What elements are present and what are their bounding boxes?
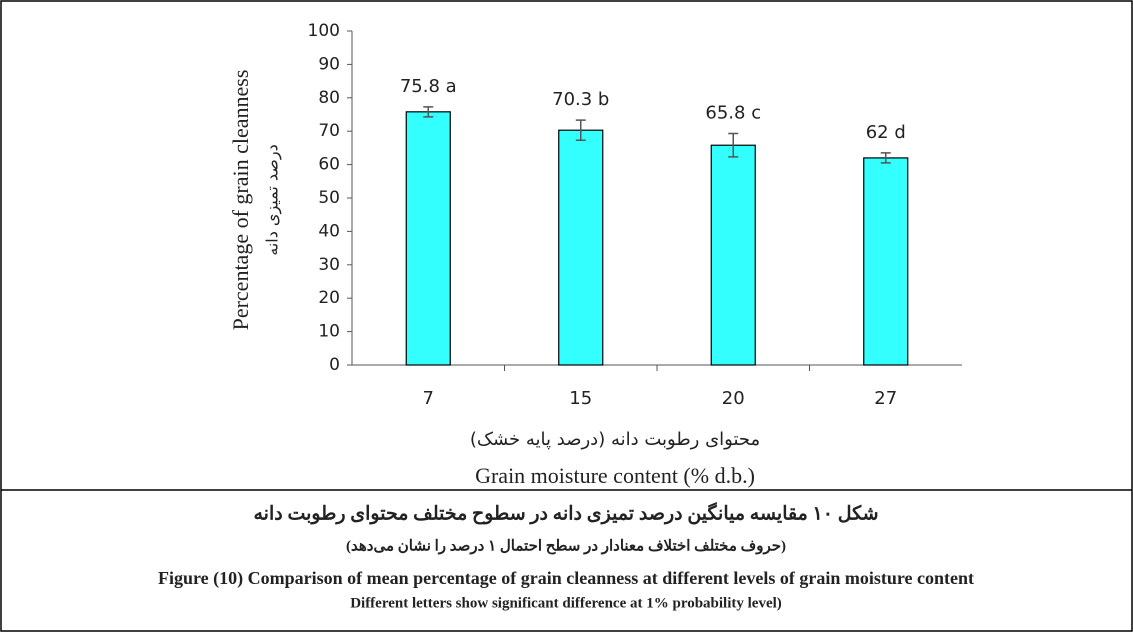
- error-bar: [728, 132, 739, 158]
- bar: [863, 157, 909, 366]
- error-bar: [423, 106, 434, 118]
- x-tick-label: 15: [569, 388, 592, 409]
- data-label: 62 d: [866, 122, 906, 143]
- x-axis-label-fa: محتوای رطوبت دانه (درصد پایه خشک): [470, 429, 760, 450]
- y-tick-label: 0: [329, 355, 340, 375]
- error-bar: [575, 119, 586, 141]
- x-tick-label: 27: [874, 388, 897, 409]
- data-label: 75.8 a: [400, 76, 457, 97]
- x-tick-label: 7: [423, 388, 434, 409]
- y-tick-label: 10: [318, 322, 340, 342]
- caption-title-fa: شکل ۱۰ مقایسه میانگین درصد تمیزی دانه در…: [254, 501, 879, 524]
- x-tick-label: 20: [722, 388, 745, 409]
- bar: [405, 111, 451, 366]
- caption-note-en: Different letters show significant diffe…: [350, 595, 782, 611]
- y-axis-label: Percentage of grain cleanness: [228, 70, 253, 331]
- y-tick-label: 50: [318, 188, 340, 208]
- caption-note-fa: (حروف مختلف اختلاف معنادار در سطح احتمال…: [346, 538, 786, 554]
- y-axis-label-fa: درصد تمیزی دانه: [263, 144, 283, 256]
- bar: [558, 129, 604, 366]
- y-tick-label: 80: [318, 88, 340, 108]
- y-tick-label: 60: [318, 155, 340, 175]
- y-tick-label: 100: [308, 21, 340, 41]
- data-label: 65.8 c: [705, 103, 761, 124]
- data-label: 70.3 b: [552, 89, 609, 110]
- y-tick-label: 70: [318, 121, 340, 141]
- y-tick-label: 40: [318, 221, 340, 241]
- error-bar: [880, 152, 891, 164]
- y-tick-label: 30: [318, 255, 340, 275]
- x-axis-label: Grain moisture content (% d.b.): [475, 463, 755, 488]
- y-tick-label: 90: [318, 54, 340, 74]
- y-tick-label: 20: [318, 288, 340, 308]
- caption-title-en: Figure (10) Comparison of mean percentag…: [158, 568, 974, 589]
- bar: [710, 144, 756, 366]
